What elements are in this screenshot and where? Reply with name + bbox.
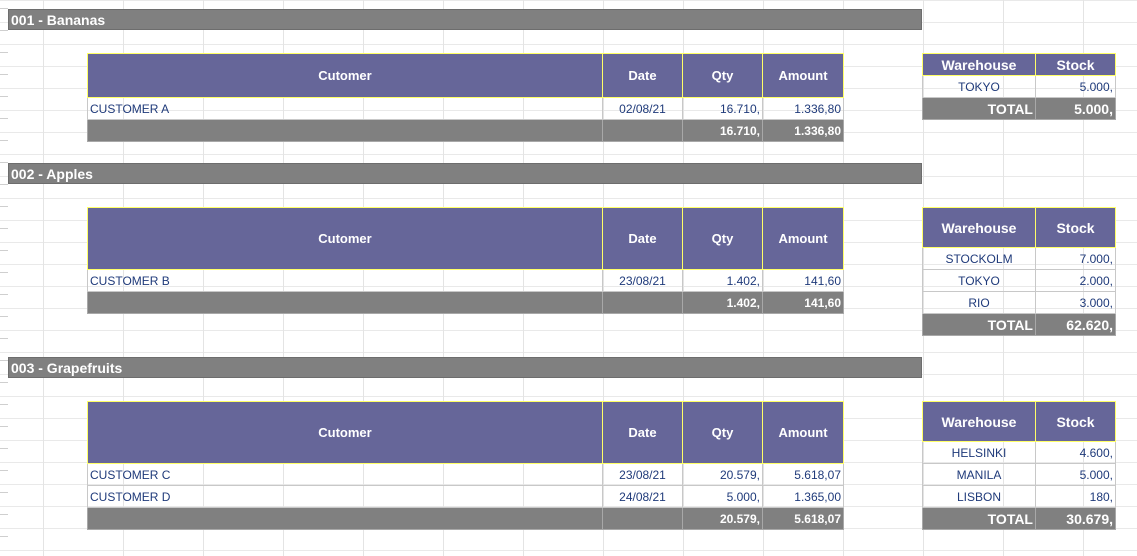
- table-row: CUSTOMER A 02/08/21 16.710, 1.336,80: [87, 97, 844, 120]
- qty-total-cell[interactable]: 16.710,: [682, 119, 763, 142]
- date-header[interactable]: Date: [602, 401, 683, 464]
- customer-header[interactable]: Cutomer: [87, 401, 603, 464]
- stock-cell[interactable]: 5.000,: [1035, 75, 1116, 98]
- amount-total-cell[interactable]: 1.336,80: [762, 119, 844, 142]
- qty-header[interactable]: Qty: [682, 401, 763, 464]
- warehouse-name-cell[interactable]: MANILA: [922, 463, 1036, 486]
- customer-header[interactable]: Cutomer: [87, 53, 603, 98]
- amount-header[interactable]: Amount: [762, 53, 844, 98]
- date-cell[interactable]: 02/08/21: [602, 97, 683, 120]
- stock-header[interactable]: Stock: [1035, 53, 1116, 76]
- warehouse-row: HELSINKI 4.600,: [922, 441, 1116, 464]
- section-header-1[interactable]: 001 - Bananas: [8, 9, 922, 30]
- stock-cell[interactable]: 3.000,: [1035, 291, 1116, 314]
- qty-header[interactable]: Qty: [682, 53, 763, 98]
- table-row: CUSTOMER B 23/08/21 1.402, 141,60: [87, 269, 844, 292]
- amount-cell[interactable]: 1.365,00: [762, 485, 844, 508]
- warehouse-table-2: Warehouse Stock STOCKOLM 7.000, TOKYO 2.…: [922, 207, 1116, 336]
- warehouse-header[interactable]: Warehouse: [922, 53, 1036, 76]
- stock-total-cell[interactable]: 30.679,: [1035, 507, 1116, 530]
- date-cell[interactable]: 23/08/21: [602, 463, 683, 486]
- amount-total-cell[interactable]: 141,60: [762, 291, 844, 314]
- warehouse-row: TOKYO 2.000,: [922, 269, 1116, 292]
- warehouse-name-cell[interactable]: STOCKOLM: [922, 247, 1036, 270]
- table-row: CUSTOMER D 24/08/21 5.000, 1.365,00: [87, 485, 844, 508]
- row-gutter: [0, 0, 8, 556]
- table-row: CUSTOMER C 23/08/21 20.579, 5.618,07: [87, 463, 844, 486]
- warehouse-row: LISBON 180,: [922, 485, 1116, 508]
- stock-cell[interactable]: 5.000,: [1035, 463, 1116, 486]
- customer-cell[interactable]: CUSTOMER C: [87, 463, 603, 486]
- customer-cell[interactable]: CUSTOMER A: [87, 97, 603, 120]
- date-cell[interactable]: 23/08/21: [602, 269, 683, 292]
- warehouse-row: RIO 3.000,: [922, 291, 1116, 314]
- warehouse-row: TOKYO 5.000,: [922, 75, 1116, 98]
- stock-total-cell[interactable]: 5.000,: [1035, 97, 1116, 120]
- warehouse-row: STOCKOLM 7.000,: [922, 247, 1116, 270]
- date-header[interactable]: Date: [602, 53, 683, 98]
- customer-cell[interactable]: CUSTOMER B: [87, 269, 603, 292]
- amount-total-cell[interactable]: 5.618,07: [762, 507, 844, 530]
- amount-cell[interactable]: 141,60: [762, 269, 844, 292]
- warehouse-name-cell[interactable]: HELSINKI: [922, 441, 1036, 464]
- stock-cell[interactable]: 180,: [1035, 485, 1116, 508]
- section-header-3[interactable]: 003 - Grapefruits: [8, 357, 922, 378]
- warehouse-total-row: TOTAL 5.000,: [922, 97, 1116, 120]
- warehouse-name-cell[interactable]: TOKYO: [922, 269, 1036, 292]
- qty-cell[interactable]: 1.402,: [682, 269, 763, 292]
- warehouse-total-row: TOTAL 62.620,: [922, 313, 1116, 336]
- warehouse-name-cell[interactable]: TOKYO: [922, 75, 1036, 98]
- stock-cell[interactable]: 4.600,: [1035, 441, 1116, 464]
- qty-cell[interactable]: 16.710,: [682, 97, 763, 120]
- stock-header[interactable]: Stock: [1035, 401, 1116, 442]
- total-blank-cell[interactable]: [602, 507, 683, 530]
- qty-total-cell[interactable]: 1.402,: [682, 291, 763, 314]
- warehouse-name-cell[interactable]: LISBON: [922, 485, 1036, 508]
- total-blank-cell[interactable]: [87, 119, 603, 142]
- warehouse-row: MANILA 5.000,: [922, 463, 1116, 486]
- total-blank-cell[interactable]: [602, 291, 683, 314]
- total-label-cell[interactable]: TOTAL: [922, 507, 1036, 530]
- qty-cell[interactable]: 5.000,: [682, 485, 763, 508]
- total-label-cell[interactable]: TOTAL: [922, 97, 1036, 120]
- total-row: 1.402, 141,60: [87, 291, 844, 314]
- total-row: 20.579, 5.618,07: [87, 507, 844, 530]
- qty-cell[interactable]: 20.579,: [682, 463, 763, 486]
- warehouse-header[interactable]: Warehouse: [922, 207, 1036, 248]
- qty-header[interactable]: Qty: [682, 207, 763, 270]
- total-label-cell[interactable]: TOTAL: [922, 313, 1036, 336]
- total-row: 16.710, 1.336,80: [87, 119, 844, 142]
- amount-header[interactable]: Amount: [762, 207, 844, 270]
- amount-cell[interactable]: 5.618,07: [762, 463, 844, 486]
- date-header[interactable]: Date: [602, 207, 683, 270]
- total-blank-cell[interactable]: [87, 507, 603, 530]
- warehouse-table-1: Warehouse Stock TOKYO 5.000, TOTAL 5.000…: [922, 53, 1116, 120]
- stock-header[interactable]: Stock: [1035, 207, 1116, 248]
- warehouse-name-cell[interactable]: RIO: [922, 291, 1036, 314]
- total-blank-cell[interactable]: [602, 119, 683, 142]
- date-cell[interactable]: 24/08/21: [602, 485, 683, 508]
- sales-table-1: Cutomer Date Qty Amount CUSTOMER A 02/08…: [87, 53, 844, 142]
- sales-table-2: Cutomer Date Qty Amount CUSTOMER B 23/08…: [87, 207, 844, 314]
- customer-header[interactable]: Cutomer: [87, 207, 603, 270]
- amount-header[interactable]: Amount: [762, 401, 844, 464]
- amount-cell[interactable]: 1.336,80: [762, 97, 844, 120]
- warehouse-total-row: TOTAL 30.679,: [922, 507, 1116, 530]
- stock-total-cell[interactable]: 62.620,: [1035, 313, 1116, 336]
- stock-cell[interactable]: 2.000,: [1035, 269, 1116, 292]
- warehouse-header[interactable]: Warehouse: [922, 401, 1036, 442]
- customer-cell[interactable]: CUSTOMER D: [87, 485, 603, 508]
- stock-cell[interactable]: 7.000,: [1035, 247, 1116, 270]
- warehouse-table-3: Warehouse Stock HELSINKI 4.600, MANILA 5…: [922, 401, 1116, 530]
- section-header-2[interactable]: 002 - Apples: [8, 163, 922, 184]
- total-blank-cell[interactable]: [87, 291, 603, 314]
- qty-total-cell[interactable]: 20.579,: [682, 507, 763, 530]
- sales-table-3: Cutomer Date Qty Amount CUSTOMER C 23/08…: [87, 401, 844, 530]
